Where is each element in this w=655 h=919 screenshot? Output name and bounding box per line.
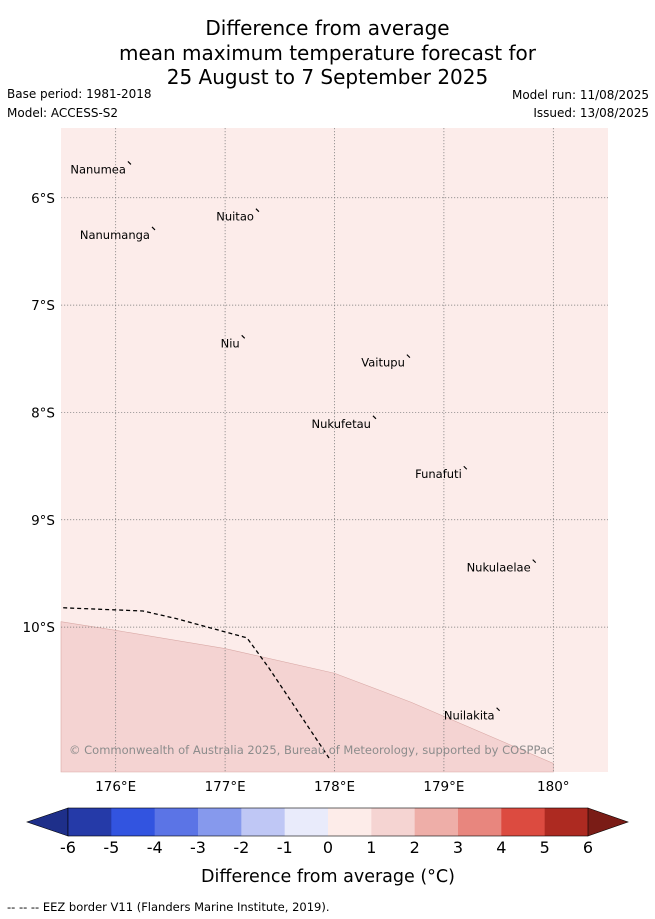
colorbar-tick-label: -4 <box>147 838 163 857</box>
colorbar-segment <box>544 808 589 836</box>
colorbar-label: Difference from average (°C) <box>201 867 455 887</box>
colorbar: -6 -5 -4 -3 -2 -1 0 1 2 3 4 5 6 Difference from avera… <box>26 807 629 887</box>
lat-tick-label: 7°S <box>31 298 55 314</box>
island-mark <box>463 465 468 470</box>
place-label: Funafuti <box>415 467 462 481</box>
colorbar-segment <box>458 808 502 836</box>
colorbar-segment <box>371 808 416 836</box>
eez-border-line <box>63 607 330 759</box>
place-label: Nuilakita <box>444 709 495 723</box>
colorbar-tick-label: 5 <box>540 838 550 857</box>
place-label: Nanumea <box>70 162 126 176</box>
place-label: Nuitao <box>216 210 254 224</box>
lon-tick-label: 179°E <box>423 779 464 795</box>
issued-date: Issued: 13/08/2025 <box>533 106 649 120</box>
colorbar-tick-label: -6 <box>60 838 76 857</box>
colorbar-tick-label: 4 <box>496 838 506 857</box>
island-mark <box>532 559 537 564</box>
colorbar-tick-label: -1 <box>277 838 293 857</box>
colorbar-segment <box>501 808 546 836</box>
colorbar-under-arrow <box>26 807 69 837</box>
eez-legend: -- -- -- EEZ border V11 (Flanders Marine… <box>7 900 330 914</box>
title-line-2: mean maximum temperature forecast for <box>118 40 536 65</box>
colorbar-segment <box>154 808 199 836</box>
place-label: Vaitupu <box>361 356 405 370</box>
chart-title: Difference from average mean maximum tem… <box>0 16 655 90</box>
lat-tick-label: 6°S <box>31 191 55 207</box>
island-mark <box>151 226 156 231</box>
colorbar-tick-label: 0 <box>323 838 333 857</box>
lon-tick-label: 177°E <box>205 779 246 795</box>
model-name: Model: ACCESS-S2 <box>7 106 119 120</box>
island-mark <box>496 707 501 712</box>
colorbar-segment <box>284 808 329 836</box>
lon-tick-label: 176°E <box>95 779 136 795</box>
colorbar-outline <box>67 807 589 837</box>
island-mark <box>406 354 411 359</box>
model-run: Model run: 11/08/2025 <box>511 88 649 102</box>
lon-tick-label: 178°E <box>314 779 355 795</box>
colorbar-tick-label: 2 <box>410 838 420 857</box>
warmer-anomaly-region <box>60 621 554 773</box>
colorbar-segment <box>198 808 242 836</box>
colorbar-tick-label: 3 <box>453 838 463 857</box>
lon-tick-label: 180° <box>537 779 570 795</box>
lat-tick-label: 10°S <box>23 620 56 636</box>
colorbar-segment <box>328 808 372 836</box>
place-label: Niu <box>221 336 240 350</box>
gridlines <box>61 128 608 772</box>
island-mark <box>127 160 132 165</box>
place-label: Nanumanga <box>80 228 150 242</box>
island-mark <box>241 334 246 339</box>
colorbar-segment <box>414 808 459 836</box>
island-mark <box>372 415 377 420</box>
place-label: Nukulaelae <box>467 561 531 575</box>
colorbar-over-arrow <box>587 807 629 837</box>
colorbar-segment <box>111 808 156 836</box>
colorbar-tick-label: -5 <box>103 838 119 857</box>
colorbar-tick-label: -3 <box>190 838 206 857</box>
place-label: Nukufetau <box>312 417 371 431</box>
base-period: Base period: 1981-2018 <box>7 87 152 101</box>
lat-tick-label: 9°S <box>31 513 55 529</box>
colorbar-segment <box>241 808 286 836</box>
colorbar-tick-label: 1 <box>366 838 376 857</box>
lat-tick-label: 8°S <box>31 405 55 421</box>
colorbar-tick-label: -2 <box>233 838 249 857</box>
title-line-3: 25 August to 7 September 2025 <box>166 65 489 89</box>
title-line-1: Difference from average <box>205 16 450 40</box>
island-mark <box>255 208 260 213</box>
colorbar-segment <box>68 808 112 836</box>
copyright-notice: © Commonwealth of Australia 2025, Bureau… <box>69 743 553 757</box>
colorbar-tick-label: 6 <box>583 838 593 857</box>
